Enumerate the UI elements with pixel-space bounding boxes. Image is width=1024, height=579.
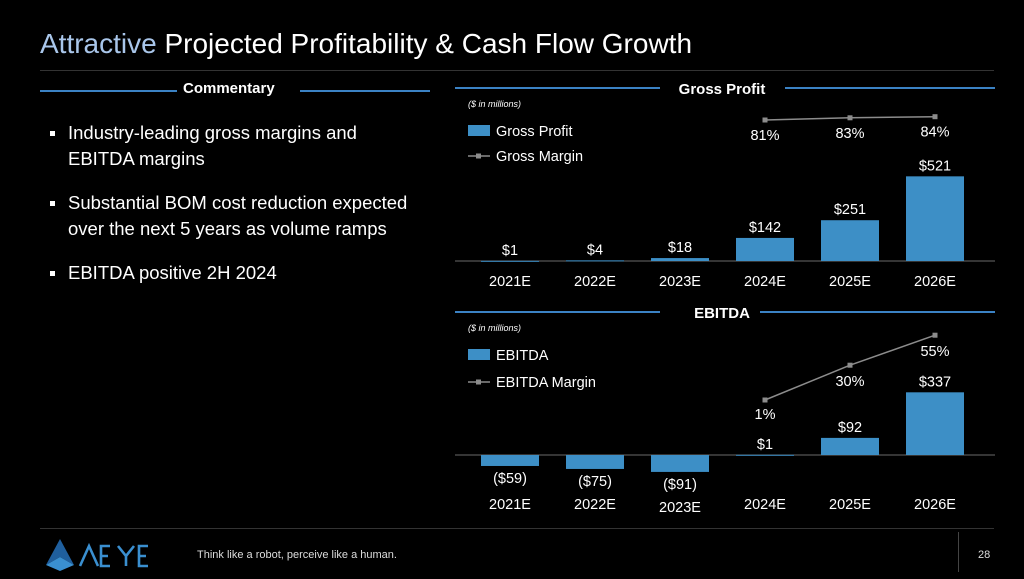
aeye-logo <box>46 539 148 571</box>
commentary-bullet: Substantial BOM cost reduction expected … <box>48 190 418 242</box>
margin-point <box>847 362 853 368</box>
commentary-header-line-right <box>300 90 430 92</box>
x-tick-label: 2023E <box>659 274 701 290</box>
margin-point <box>762 117 768 123</box>
margin-point <box>762 397 768 403</box>
commentary-bullet: Industry-leading gross margins and EBITD… <box>48 120 418 172</box>
bar-data-label: ($91) <box>663 477 697 493</box>
bar <box>651 258 709 261</box>
bar-data-label: $251 <box>834 202 866 218</box>
chart-subtitle: ($ in millions) <box>468 323 521 333</box>
bar <box>736 237 794 261</box>
legend-line-marker <box>476 153 481 159</box>
x-tick-label: 2022E <box>574 497 616 513</box>
title-divider <box>40 70 994 71</box>
bar <box>736 454 794 456</box>
x-tick-label: 2026E <box>914 274 956 290</box>
bar <box>821 220 879 261</box>
x-tick-label: 2024E <box>744 274 786 290</box>
bar-data-label: $1 <box>502 243 518 259</box>
legend-bar-label: Gross Profit <box>496 124 573 140</box>
footer-separator <box>958 532 959 572</box>
bar-data-label: $92 <box>838 420 862 436</box>
chart-title: Gross Profit <box>679 81 766 98</box>
bar-data-label: $1 <box>757 437 773 453</box>
margin-label: 30% <box>835 374 864 390</box>
bar <box>566 260 624 262</box>
bar <box>566 455 624 469</box>
x-tick-label: 2022E <box>574 274 616 290</box>
commentary-header-line-left <box>40 90 177 92</box>
bar <box>906 176 964 261</box>
margin-label: 1% <box>755 407 776 423</box>
bar <box>821 437 879 455</box>
x-tick-label: 2026E <box>914 497 956 513</box>
page-number: 28 <box>978 549 991 561</box>
bar <box>481 455 539 466</box>
bar-data-label: ($75) <box>578 474 612 490</box>
x-tick-label: 2023E <box>659 500 701 516</box>
bar-data-label: $142 <box>749 220 781 236</box>
gross-profit-chart: Gross Profit ($ in millions) Gross Profit G… <box>455 81 995 290</box>
legend-line-marker <box>476 379 481 385</box>
x-tick-label: 2024E <box>744 497 786 513</box>
commentary-heading: Commentary <box>183 80 275 97</box>
chart-title: EBITDA <box>694 305 750 322</box>
commentary-bullet: EBITDA positive 2H 2024 <box>48 260 418 286</box>
x-tick-label: 2021E <box>489 274 531 290</box>
margin-point <box>847 115 853 121</box>
footer-tagline: Think like a robot, perceive like a huma… <box>197 549 397 561</box>
legend-bar-swatch <box>468 349 490 360</box>
bar-data-label: $18 <box>668 240 692 256</box>
commentary-list: Industry-leading gross margins and EBITD… <box>48 120 418 304</box>
x-tick-label: 2021E <box>489 497 531 513</box>
bar <box>651 455 709 472</box>
chart-subtitle: ($ in millions) <box>468 99 521 109</box>
margin-label: 81% <box>750 128 779 144</box>
title-rest: Projected Profitability & Cash Flow Grow… <box>164 28 693 59</box>
legend-bar-swatch <box>468 125 490 136</box>
commentary-header: Commentary <box>40 80 430 100</box>
x-tick-label: 2025E <box>829 497 871 513</box>
page-title: Attractive Projected Profitability & Cas… <box>40 28 692 60</box>
margin-label: 83% <box>835 126 864 142</box>
bar-data-label: $521 <box>919 158 951 174</box>
legend-line-label: EBITDA Margin <box>496 375 596 391</box>
margin-point <box>932 332 938 338</box>
margin-label: 84% <box>920 125 949 141</box>
bar <box>481 260 539 262</box>
bar-data-label: $337 <box>919 374 951 390</box>
legend-bar-label: EBITDA <box>496 348 549 364</box>
bar <box>906 392 964 455</box>
margin-point <box>932 114 938 120</box>
bar-data-label: ($59) <box>493 471 527 487</box>
footer-divider <box>40 528 994 529</box>
x-tick-label: 2025E <box>829 274 871 290</box>
margin-label: 55% <box>920 344 949 360</box>
title-highlight: Attractive <box>40 28 157 59</box>
ebitda-chart: EBITDA ($ in millions) EBITDA EBITDA Margin… <box>455 305 995 516</box>
bar-data-label: $4 <box>587 242 603 258</box>
legend-line-label: Gross Margin <box>496 149 583 165</box>
